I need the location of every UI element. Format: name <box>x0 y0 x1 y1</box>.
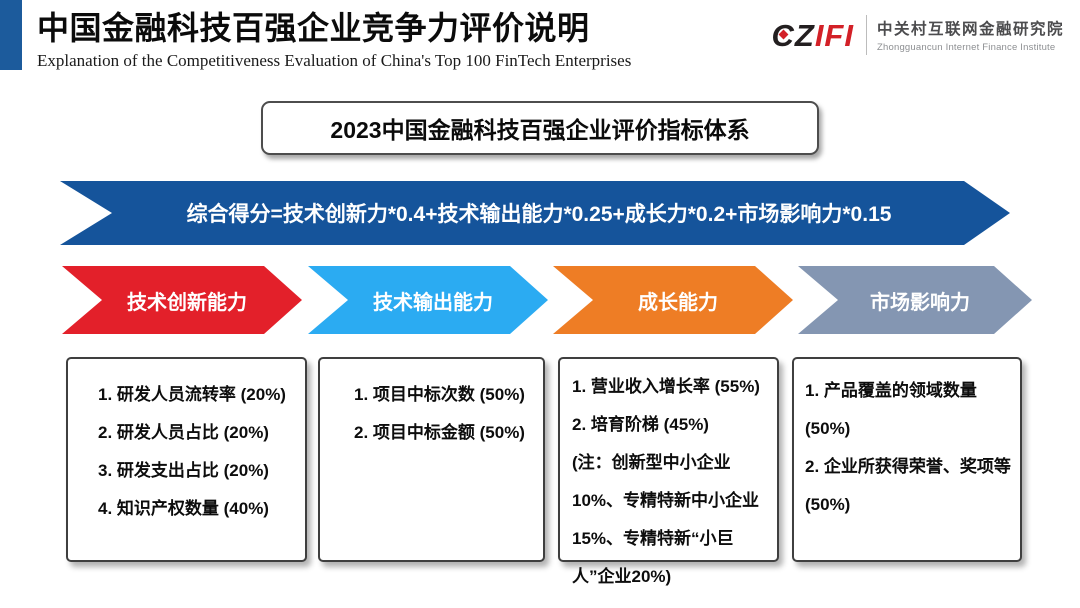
indicator-box-tech-innovation: 1. 研发人员流转率 (20%) 2. 研发人员占比 (20%) 3. 研发支出… <box>66 357 307 562</box>
indicator-item: 2. 培育阶梯 (45%) <box>572 415 709 434</box>
logo-names: 中关村互联网金融研究院 Zhongguancun Internet Financ… <box>877 17 1064 53</box>
org-logo: CZIFI 中关村互联网金融研究院 Zhongguancun Internet … <box>771 15 1064 55</box>
indicator-box-tech-output: 1. 项目中标次数 (50%) 2. 项目中标金额 (50%) <box>318 357 545 562</box>
logo-divider <box>865 15 867 55</box>
dimension-arrow-tech-output: 技术输出能力 <box>308 266 548 334</box>
indicator-item: 2. 企业所获得荣誉、奖项等 (50%) <box>805 457 1011 514</box>
indicator-item: 2. 项目中标金额 (50%) <box>354 423 525 442</box>
indicator-item: 3. 研发支出占比 (20%) <box>98 461 269 480</box>
indicator-item: 4. 知识产权数量 (40%) <box>98 499 269 518</box>
indicator-item: 1. 研发人员流转率 (20%) <box>98 385 286 404</box>
logo-wordmark: CZIFI <box>771 20 854 51</box>
dimension-arrow-market-influence: 市场影响力 <box>798 266 1032 334</box>
header-accent-bar <box>0 0 22 70</box>
indicator-item: 2. 研发人员占比 (20%) <box>98 423 269 442</box>
indicator-item: 1. 营业收入增长率 (55%) <box>572 377 760 396</box>
index-system-title-box: 2023中国金融科技百强企业评价指标体系 <box>261 101 819 155</box>
org-name-en: Zhongguancun Internet Finance Institute <box>876 42 1056 53</box>
logo-wordmark-ifi: IFI <box>814 17 854 53</box>
dimension-arrow-growth: 成长能力 <box>553 266 793 334</box>
indicator-item: 1. 项目中标次数 (50%) <box>354 385 525 404</box>
page-title: 中国金融科技百强企业竞争力评价说明 <box>37 10 590 46</box>
dimension-label: 技术输出能力 <box>373 291 493 314</box>
page-subtitle: Explanation of the Competitiveness Evalu… <box>37 50 632 70</box>
header: 中国金融科技百强企业竞争力评价说明 Explanation of the Com… <box>37 8 631 71</box>
dimension-label: 市场影响力 <box>870 291 970 314</box>
index-system-title: 2023中国金融科技百强企业评价指标体系 <box>330 117 750 143</box>
org-name-cn: 中关村互联网金融研究院 <box>876 21 1064 38</box>
formula-text: 综合得分=技术创新力*0.4+技术输出能力*0.25+成长力*0.2+市场影响力… <box>186 203 892 226</box>
indicator-box-growth: 1. 营业收入增长率 (55%) 2. 培育阶梯 (45%) (注：创新型中小企… <box>558 357 779 586</box>
indicator-item-note: (注：创新型中小企业10%、专精特新中小企业15%、专精特新“小巨人”企业20%… <box>572 453 760 586</box>
indicator-box-market-influence: 1. 产品覆盖的领域数量 (50%) 2. 企业所获得荣誉、奖项等 (50%) <box>792 357 1022 562</box>
indicator-item: 1. 产品覆盖的领域数量 (50%) <box>805 381 977 438</box>
dimension-label: 成长能力 <box>638 291 718 314</box>
logo-wordmark-cz: CZ <box>771 17 815 53</box>
dimension-arrow-tech-innovation: 技术创新能力 <box>62 266 302 334</box>
dimension-label: 技术创新能力 <box>127 291 247 314</box>
formula-banner: 综合得分=技术创新力*0.4+技术输出能力*0.25+成长力*0.2+市场影响力… <box>60 181 1010 245</box>
